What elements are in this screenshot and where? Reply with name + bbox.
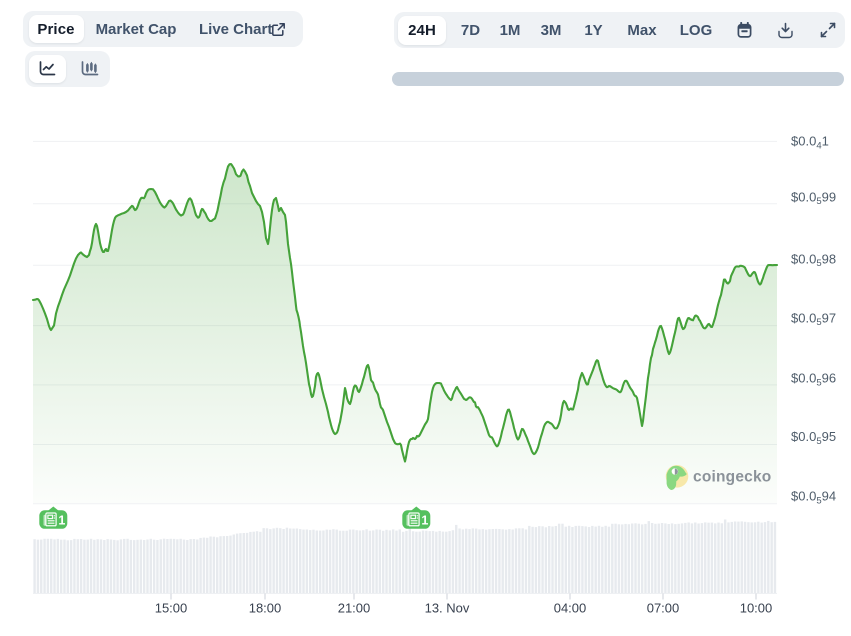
svg-text:10:00: 10:00 bbox=[740, 601, 773, 616]
svg-text:15:00: 15:00 bbox=[155, 601, 188, 616]
svg-text:$0.0597: $0.0597 bbox=[791, 310, 836, 328]
svg-text:$0.0595: $0.0595 bbox=[791, 429, 836, 447]
svg-text:13. Nov: 13. Nov bbox=[425, 601, 470, 616]
svg-text:$0.0594: $0.0594 bbox=[791, 489, 836, 507]
svg-text:1: 1 bbox=[421, 514, 428, 528]
svg-text:21:00: 21:00 bbox=[338, 601, 371, 616]
svg-text:coingecko: coingecko bbox=[693, 469, 771, 486]
svg-text:$0.0598: $0.0598 bbox=[791, 251, 836, 269]
svg-text:07:00: 07:00 bbox=[647, 601, 680, 616]
svg-text:1: 1 bbox=[58, 514, 65, 528]
svg-text:$0.0596: $0.0596 bbox=[791, 371, 836, 389]
svg-text:18:00: 18:00 bbox=[249, 601, 282, 616]
svg-text:$0.0599: $0.0599 bbox=[791, 189, 836, 207]
svg-text:$0.041: $0.041 bbox=[791, 134, 829, 152]
svg-text:04:00: 04:00 bbox=[554, 601, 587, 616]
